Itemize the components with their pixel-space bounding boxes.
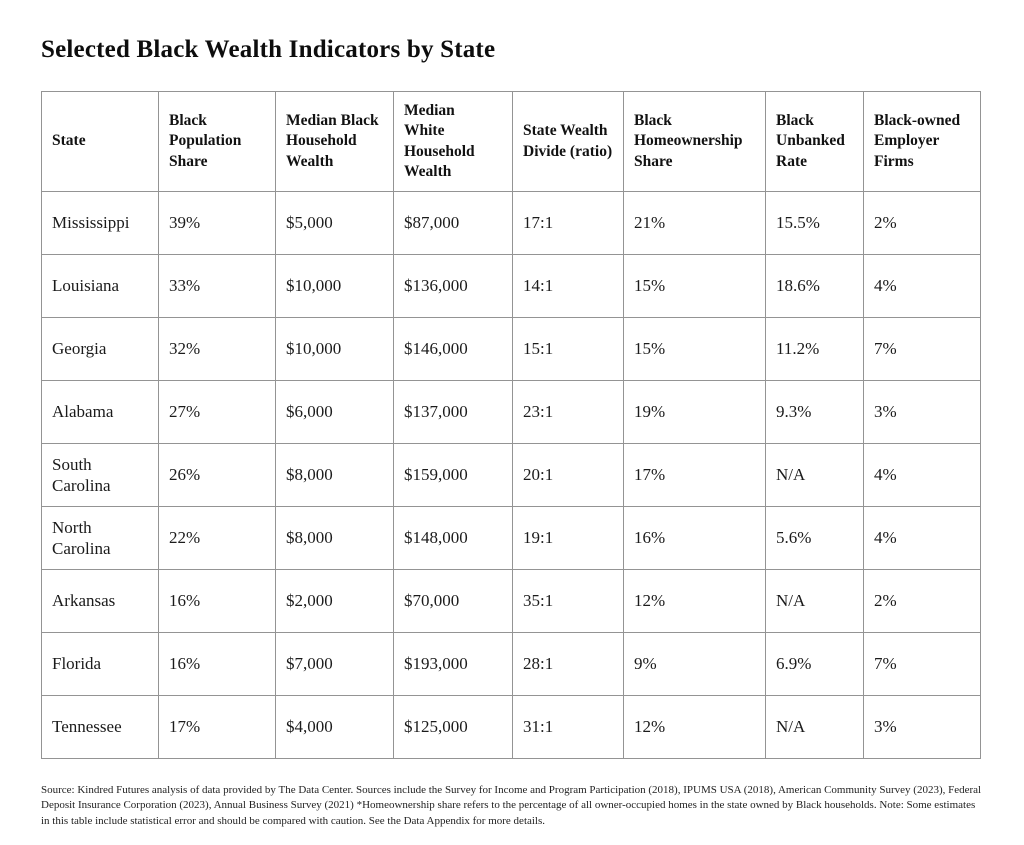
cell-black-unbanked-rate: N/A — [765, 695, 864, 759]
cell-black-population-share: 16% — [158, 569, 276, 633]
cell-black-homeownership-share: 21% — [623, 191, 766, 255]
cell-black-population-share: 32% — [158, 317, 276, 381]
source-note: Source: Kindred Futures analysis of data… — [41, 784, 982, 827]
cell-state-wealth-divide: 17:1 — [512, 191, 624, 255]
cell-median-black-household-wealth: $8,000 — [275, 506, 394, 570]
cell-median-black-household-wealth: $6,000 — [275, 380, 394, 444]
cell-state-wealth-divide: 15:1 — [512, 317, 624, 381]
cell-state-wealth-divide: 35:1 — [512, 569, 624, 633]
cell-black-owned-employer-firms: 2% — [863, 191, 981, 255]
cell-state-wealth-divide: 31:1 — [512, 695, 624, 759]
cell-median-black-household-wealth: $5,000 — [275, 191, 394, 255]
col-header-black-owned-employer-firms: Black-owned Employer Firms — [863, 91, 981, 192]
cell-median-black-household-wealth: $4,000 — [275, 695, 394, 759]
cell-black-population-share: 16% — [158, 632, 276, 696]
cell-state: Tennessee — [41, 695, 159, 759]
page-title: Selected Black Wealth Indicators by Stat… — [41, 36, 496, 63]
table-row-arkansas: Arkansas 16% $2,000 $70,000 35:1 12% N/A… — [41, 569, 981, 633]
cell-black-population-share: 27% — [158, 380, 276, 444]
cell-black-population-share: 17% — [158, 695, 276, 759]
cell-median-black-household-wealth: $10,000 — [275, 317, 394, 381]
table-row-georgia: Georgia 32% $10,000 $146,000 15:1 15% 11… — [41, 317, 981, 381]
cell-state: North Carolina — [41, 506, 159, 570]
col-header-state-wealth-divide: State Wealth Divide (ratio) — [512, 91, 624, 192]
cell-black-unbanked-rate: 6.9% — [765, 632, 864, 696]
table-row-tennessee: Tennessee 17% $4,000 $125,000 31:1 12% N… — [41, 695, 981, 759]
cell-state-wealth-divide: 14:1 — [512, 254, 624, 318]
cell-state: Alabama — [41, 380, 159, 444]
cell-black-unbanked-rate: 5.6% — [765, 506, 864, 570]
cell-median-white-household-wealth: $148,000 — [393, 506, 513, 570]
cell-state: Mississippi — [41, 191, 159, 255]
cell-black-owned-employer-firms: 4% — [863, 254, 981, 318]
cell-black-homeownership-share: 19% — [623, 380, 766, 444]
cell-state: South Carolina — [41, 443, 159, 507]
cell-black-owned-employer-firms: 3% — [863, 695, 981, 759]
table-row-south-carolina: South Carolina 26% $8,000 $159,000 20:1 … — [41, 443, 981, 507]
cell-median-white-household-wealth: $146,000 — [393, 317, 513, 381]
cell-black-unbanked-rate: N/A — [765, 443, 864, 507]
cell-black-owned-employer-firms: 2% — [863, 569, 981, 633]
cell-black-homeownership-share: 15% — [623, 317, 766, 381]
col-header-black-homeownership-share: Black Homeownership Share — [623, 91, 766, 192]
table-row-north-carolina: North Carolina 22% $8,000 $148,000 19:1 … — [41, 506, 981, 570]
cell-black-owned-employer-firms: 4% — [863, 443, 981, 507]
cell-black-owned-employer-firms: 4% — [863, 506, 981, 570]
cell-median-white-household-wealth: $125,000 — [393, 695, 513, 759]
cell-black-unbanked-rate: 11.2% — [765, 317, 864, 381]
cell-black-homeownership-share: 17% — [623, 443, 766, 507]
cell-black-owned-employer-firms: 7% — [863, 632, 981, 696]
cell-black-population-share: 33% — [158, 254, 276, 318]
cell-black-homeownership-share: 15% — [623, 254, 766, 318]
cell-median-white-household-wealth: $193,000 — [393, 632, 513, 696]
cell-state-wealth-divide: 20:1 — [512, 443, 624, 507]
cell-state-wealth-divide: 19:1 — [512, 506, 624, 570]
col-header-state: State — [41, 91, 159, 192]
cell-black-unbanked-rate: 9.3% — [765, 380, 864, 444]
cell-median-white-household-wealth: $159,000 — [393, 443, 513, 507]
cell-black-unbanked-rate: N/A — [765, 569, 864, 633]
col-header-black-unbanked-rate: Black Unbanked Rate — [765, 91, 864, 192]
table-row-alabama: Alabama 27% $6,000 $137,000 23:1 19% 9.3… — [41, 380, 981, 444]
cell-black-homeownership-share: 9% — [623, 632, 766, 696]
col-header-median-white-household-wealth: Median White Household Wealth — [393, 91, 513, 192]
cell-median-white-household-wealth: $87,000 — [393, 191, 513, 255]
cell-black-population-share: 26% — [158, 443, 276, 507]
cell-median-black-household-wealth: $8,000 — [275, 443, 394, 507]
cell-state: Arkansas — [41, 569, 159, 633]
cell-state-wealth-divide: 28:1 — [512, 632, 624, 696]
cell-black-unbanked-rate: 15.5% — [765, 191, 864, 255]
cell-black-population-share: 39% — [158, 191, 276, 255]
cell-state: Florida — [41, 632, 159, 696]
col-header-median-black-household-wealth: Median Black Household Wealth — [275, 91, 394, 192]
cell-black-homeownership-share: 16% — [623, 506, 766, 570]
cell-median-white-household-wealth: $70,000 — [393, 569, 513, 633]
cell-black-owned-employer-firms: 3% — [863, 380, 981, 444]
cell-state: Louisiana — [41, 254, 159, 318]
cell-black-population-share: 22% — [158, 506, 276, 570]
table-row-florida: Florida 16% $7,000 $193,000 28:1 9% 6.9%… — [41, 632, 981, 696]
wealth-indicators-table: State Black Population Share Median Blac… — [41, 91, 981, 759]
cell-median-black-household-wealth: $7,000 — [275, 632, 394, 696]
table-row-louisiana: Louisiana 33% $10,000 $136,000 14:1 15% … — [41, 254, 981, 318]
cell-median-white-household-wealth: $136,000 — [393, 254, 513, 318]
cell-black-unbanked-rate: 18.6% — [765, 254, 864, 318]
cell-median-black-household-wealth: $2,000 — [275, 569, 394, 633]
col-header-black-population-share: Black Population Share — [158, 91, 276, 192]
cell-median-black-household-wealth: $10,000 — [275, 254, 394, 318]
cell-black-homeownership-share: 12% — [623, 695, 766, 759]
header-row: State Black Population Share Median Blac… — [41, 91, 981, 192]
cell-black-owned-employer-firms: 7% — [863, 317, 981, 381]
cell-black-homeownership-share: 12% — [623, 569, 766, 633]
cell-state: Georgia — [41, 317, 159, 381]
cell-state-wealth-divide: 23:1 — [512, 380, 624, 444]
cell-median-white-household-wealth: $137,000 — [393, 380, 513, 444]
table-row-mississippi: Mississippi 39% $5,000 $87,000 17:1 21% … — [41, 191, 981, 255]
